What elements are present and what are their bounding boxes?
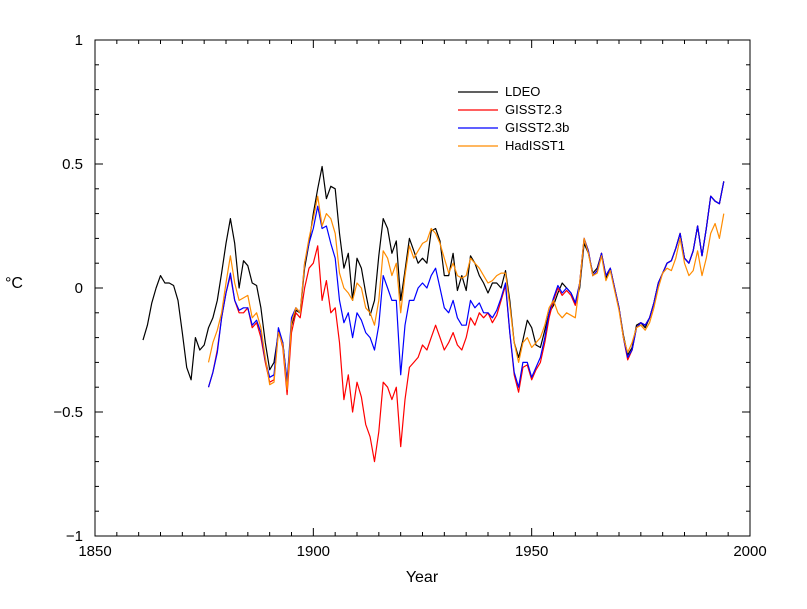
y-tick-label: 0.5 <box>62 156 83 173</box>
legend-label: LDEO <box>505 84 540 99</box>
series-line-hadisst1 <box>207 195 725 391</box>
x-tick-label: 1950 <box>515 543 548 560</box>
tick-labels: 1850 1900 1950 2000 −1 −0.5 0 0.5 1 <box>53 32 766 560</box>
x-tick-label: 1850 <box>78 543 111 560</box>
plot-frame <box>94 39 751 537</box>
x-tick-label: 2000 <box>733 543 766 560</box>
x-axis-label: Year <box>406 569 439 586</box>
series-lines <box>142 165 725 463</box>
y-axis-label: °C <box>5 275 23 292</box>
y-tick-label: −1 <box>66 528 83 545</box>
legend-label: GISST2.3 <box>505 102 562 117</box>
legend-label: HadISST1 <box>505 138 565 153</box>
y-tick-label: −0.5 <box>53 404 83 421</box>
legend-label: GISST2.3b <box>505 120 569 135</box>
legend: LDEO GISST2.3 GISST2.3b HadISST1 <box>458 84 569 153</box>
y-tick-label: 1 <box>75 32 83 49</box>
y-tick-label: 0 <box>75 280 83 297</box>
x-tick-label: 1900 <box>297 543 330 560</box>
